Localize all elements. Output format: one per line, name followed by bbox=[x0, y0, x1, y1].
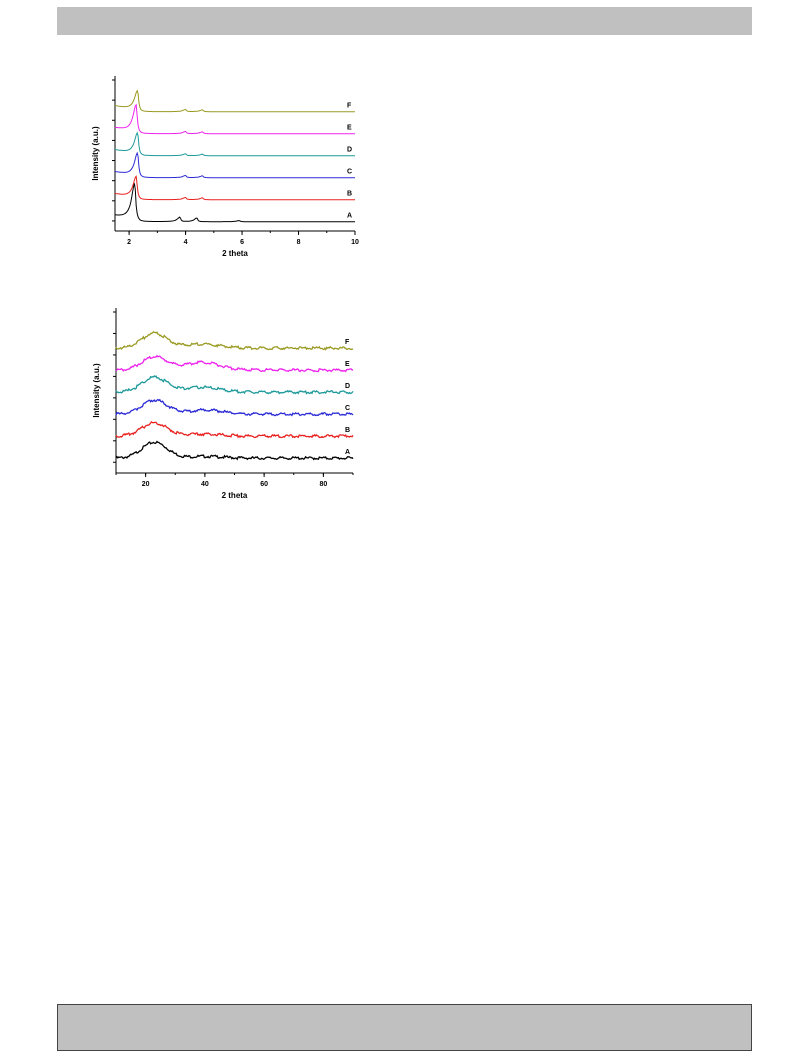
series-label-f: F bbox=[347, 103, 352, 110]
chart-svg-wide-angle: 20 40 60 80 2 theta Intensity (a.u.) A B C D E F bbox=[92, 308, 354, 500]
series-label-b: B bbox=[345, 427, 350, 434]
series-label-d: D bbox=[345, 383, 350, 390]
series-line-c bbox=[115, 398, 354, 417]
series-line-d bbox=[115, 374, 354, 395]
series-label-f: F bbox=[345, 339, 350, 346]
series-line-a bbox=[114, 183, 355, 223]
series-label-b: B bbox=[347, 191, 352, 198]
x-tick-label: 80 bbox=[319, 481, 327, 488]
series-line-f bbox=[114, 89, 355, 113]
series-line-d bbox=[114, 131, 355, 157]
x-tick-label: 4 bbox=[184, 239, 188, 246]
footer-box bbox=[57, 1004, 752, 1051]
series-label-e: E bbox=[347, 125, 352, 132]
series-line-b bbox=[115, 421, 354, 439]
series-label-c: C bbox=[345, 405, 350, 412]
x-axis-label: 2 theta bbox=[222, 249, 248, 258]
series-line-e bbox=[115, 354, 354, 373]
series-line-c bbox=[114, 151, 355, 179]
series-label-e: E bbox=[345, 361, 350, 368]
x-axis-label: 2 theta bbox=[222, 491, 248, 500]
x-tick-label: 8 bbox=[297, 239, 301, 246]
x-tick-label: 2 bbox=[127, 239, 131, 246]
xrd-chart-wide-angle: 20 40 60 80 2 theta Intensity (a.u.) A B C D E F bbox=[90, 302, 365, 502]
x-tick-label: 10 bbox=[351, 239, 359, 246]
y-axis-label: Intensity (a.u.) bbox=[91, 126, 100, 181]
series-line-b bbox=[114, 175, 355, 201]
xrd-chart-low-angle: 2 4 6 8 10 2 theta Intensity (a.u.) A B C D E F bbox=[85, 70, 370, 260]
series-line-f bbox=[115, 331, 353, 351]
header-bar bbox=[57, 7, 752, 35]
y-axis-label: Intensity (a.u.) bbox=[92, 363, 101, 418]
x-tick-label: 40 bbox=[201, 481, 209, 488]
x-tick-label: 60 bbox=[260, 481, 268, 488]
series-label-d: D bbox=[347, 147, 352, 154]
series-label-a: A bbox=[347, 213, 352, 220]
series-label-a: A bbox=[345, 449, 350, 456]
series-label-c: C bbox=[347, 169, 352, 176]
chart-svg-low-angle: 2 4 6 8 10 2 theta Intensity (a.u.) A B C D E F bbox=[91, 76, 359, 258]
series-line-a bbox=[115, 440, 354, 461]
x-tick-label: 20 bbox=[142, 481, 150, 488]
x-tick-label: 6 bbox=[240, 239, 244, 246]
series-line-e bbox=[114, 103, 355, 135]
